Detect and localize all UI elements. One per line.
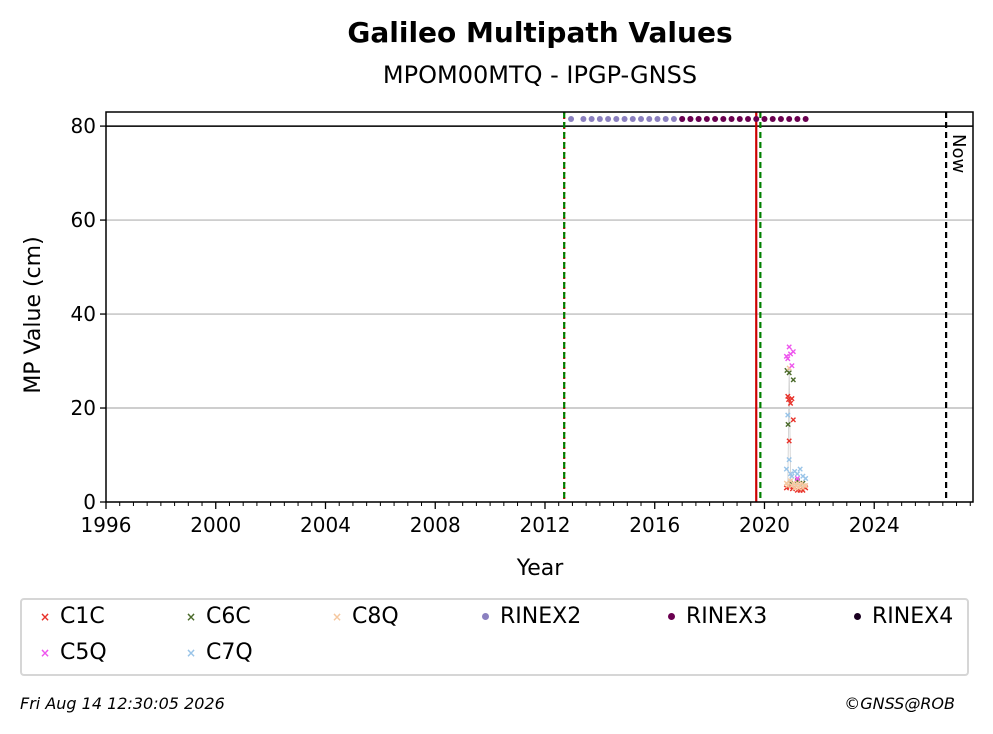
legend-marker-rinex4 — [848, 608, 866, 626]
point-RINEX3-10 — [761, 116, 768, 123]
legend-item-c7q: × C7Q — [182, 640, 253, 665]
legend-marker-c8q: × — [331, 609, 343, 624]
point-RINEX3-7 — [736, 116, 743, 123]
point-RINEX3-1 — [687, 116, 694, 123]
point-C8Q-13 — [801, 482, 807, 489]
legend: × C1C × C6C × C8Q RINEX2 RINEX3 RINEX4 × C5Q × C7Q — [20, 598, 969, 676]
point-RINEX2-3 — [596, 116, 603, 123]
x-tick-label-5: 2016 — [629, 513, 680, 537]
legend-label: C7Q — [206, 640, 253, 665]
point-C7Q-6 — [794, 471, 801, 477]
point-RINEX3-2 — [695, 116, 702, 123]
legend-label: C6C — [206, 604, 251, 629]
point-RINEX3-8 — [745, 116, 752, 123]
point-RINEX2-2 — [588, 116, 595, 123]
point-RINEX3-9 — [753, 116, 760, 123]
point-C1C-2 — [786, 438, 792, 444]
legend-marker-rinex3 — [662, 608, 680, 626]
point-RINEX2-7 — [629, 116, 636, 123]
y-tick-label-3: 60 — [71, 208, 96, 232]
point-RINEX2-9 — [646, 116, 653, 123]
point-C5Q-2 — [786, 344, 792, 350]
x-tick-label-3: 2008 — [410, 513, 461, 537]
point-RINEX3-3 — [703, 116, 710, 123]
legend-label: RINEX3 — [686, 604, 768, 629]
point-RINEX3-13 — [786, 116, 793, 123]
point-RINEX2-0 — [568, 116, 575, 123]
y-tick-label-1: 20 — [71, 396, 96, 420]
legend-item-c1c: × C1C — [36, 604, 105, 629]
legend-label: RINEX2 — [500, 604, 582, 629]
point-RINEX2-1 — [580, 116, 587, 123]
point-C5Q-6 — [794, 475, 801, 482]
legend-item-c6c: × C6C — [182, 604, 251, 629]
point-C5Q-1 — [785, 355, 791, 362]
point-RINEX3-14 — [794, 116, 801, 123]
point-C1C-3 — [787, 400, 794, 407]
legend-item-c5q: × C5Q — [36, 640, 107, 665]
y-tick-label-4: 80 — [71, 114, 96, 138]
point-RINEX3-4 — [712, 116, 719, 123]
legend-label: C5Q — [60, 640, 107, 665]
point-RINEX3-11 — [769, 116, 776, 123]
x-tick-label-4: 2012 — [520, 513, 571, 537]
point-RINEX3-12 — [777, 116, 784, 123]
legend-marker-c7q: × — [185, 645, 197, 660]
point-RINEX3-0 — [679, 116, 686, 123]
x-tick-label-2: 2004 — [300, 513, 351, 537]
point-RINEX3-15 — [802, 116, 809, 123]
x-tick-label-1: 2000 — [190, 513, 241, 537]
x-axis-label: Year — [516, 556, 565, 581]
x-tick-label-6: 2020 — [739, 513, 790, 537]
point-RINEX2-6 — [621, 116, 628, 123]
x-tick-label-7: 2024 — [849, 513, 900, 537]
point-C5Q-4 — [789, 363, 795, 369]
point-C5Q-5 — [790, 348, 796, 355]
point-C6C-1 — [785, 421, 791, 428]
legend-marker-rinex2 — [476, 608, 494, 626]
point-C1C-5 — [790, 417, 796, 423]
legend-label: C1C — [60, 604, 105, 629]
point-C1C-11 — [785, 396, 792, 403]
legend-marker-c6c: × — [185, 609, 197, 624]
legend-item-rinex2: RINEX2 — [476, 604, 581, 629]
point-C7Q-0 — [783, 466, 790, 472]
point-C6C-4 — [790, 377, 796, 383]
legend-label: RINEX4 — [872, 604, 954, 629]
legend-marker-c1c: × — [39, 609, 51, 624]
point-RINEX2-12 — [670, 116, 677, 123]
footer-credit: ©GNSS@ROB — [844, 694, 955, 713]
point-C7Q-2 — [786, 457, 792, 463]
footer-timestamp: Fri Aug 14 12:30:05 2026 — [20, 694, 225, 713]
y-tick-label-2: 40 — [71, 302, 96, 326]
point-RINEX2-10 — [654, 116, 661, 123]
point-C7Q-9 — [802, 475, 809, 482]
point-C7Q-7 — [797, 466, 803, 472]
point-C6C-2 — [786, 370, 792, 376]
legend-marker-c5q: × — [39, 645, 51, 660]
point-RINEX2-4 — [605, 116, 612, 123]
point-C8Q-14 — [802, 482, 809, 489]
legend-label: C8Q — [352, 604, 399, 629]
y-axis-label: MP Value (cm) — [21, 236, 46, 393]
legend-item-c8q: × C8Q — [328, 604, 399, 629]
point-C7Q-1 — [785, 412, 791, 418]
plot-frame — [105, 111, 974, 503]
chart-title: Galileo Multipath Values — [347, 16, 732, 49]
legend-item-rinex4: RINEX4 — [848, 604, 953, 629]
point-RINEX2-11 — [662, 116, 669, 123]
legend-item-rinex3: RINEX3 — [662, 604, 767, 629]
point-RINEX2-8 — [638, 116, 645, 123]
point-RINEX3-6 — [728, 116, 735, 123]
point-C8Q-1 — [785, 482, 791, 489]
chart-subtitle: MPOM00MTQ - IPGP-GNSS — [383, 61, 697, 89]
point-C7Q-4 — [789, 473, 795, 479]
x-tick-label-0: 1996 — [81, 513, 132, 537]
point-RINEX2-5 — [613, 116, 620, 123]
now-label: Now — [948, 134, 969, 173]
y-tick-label-0: 0 — [83, 490, 96, 514]
point-RINEX3-5 — [720, 116, 727, 123]
